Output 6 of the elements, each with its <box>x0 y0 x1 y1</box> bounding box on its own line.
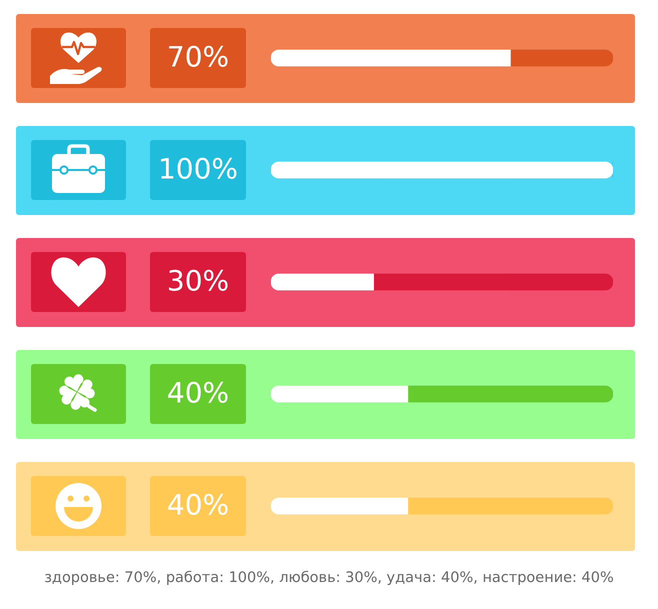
data-label: 30% <box>166 264 230 298</box>
data-label: 40% <box>166 488 230 522</box>
data-label: 40% <box>166 376 230 410</box>
data-label: 70% <box>166 40 230 74</box>
text: здоровье: 70%, работа: 100%, любовь: 30%, удача: 40%, настроение: 40% <box>43 570 615 586</box>
data-label: 100% <box>158 152 238 186</box>
